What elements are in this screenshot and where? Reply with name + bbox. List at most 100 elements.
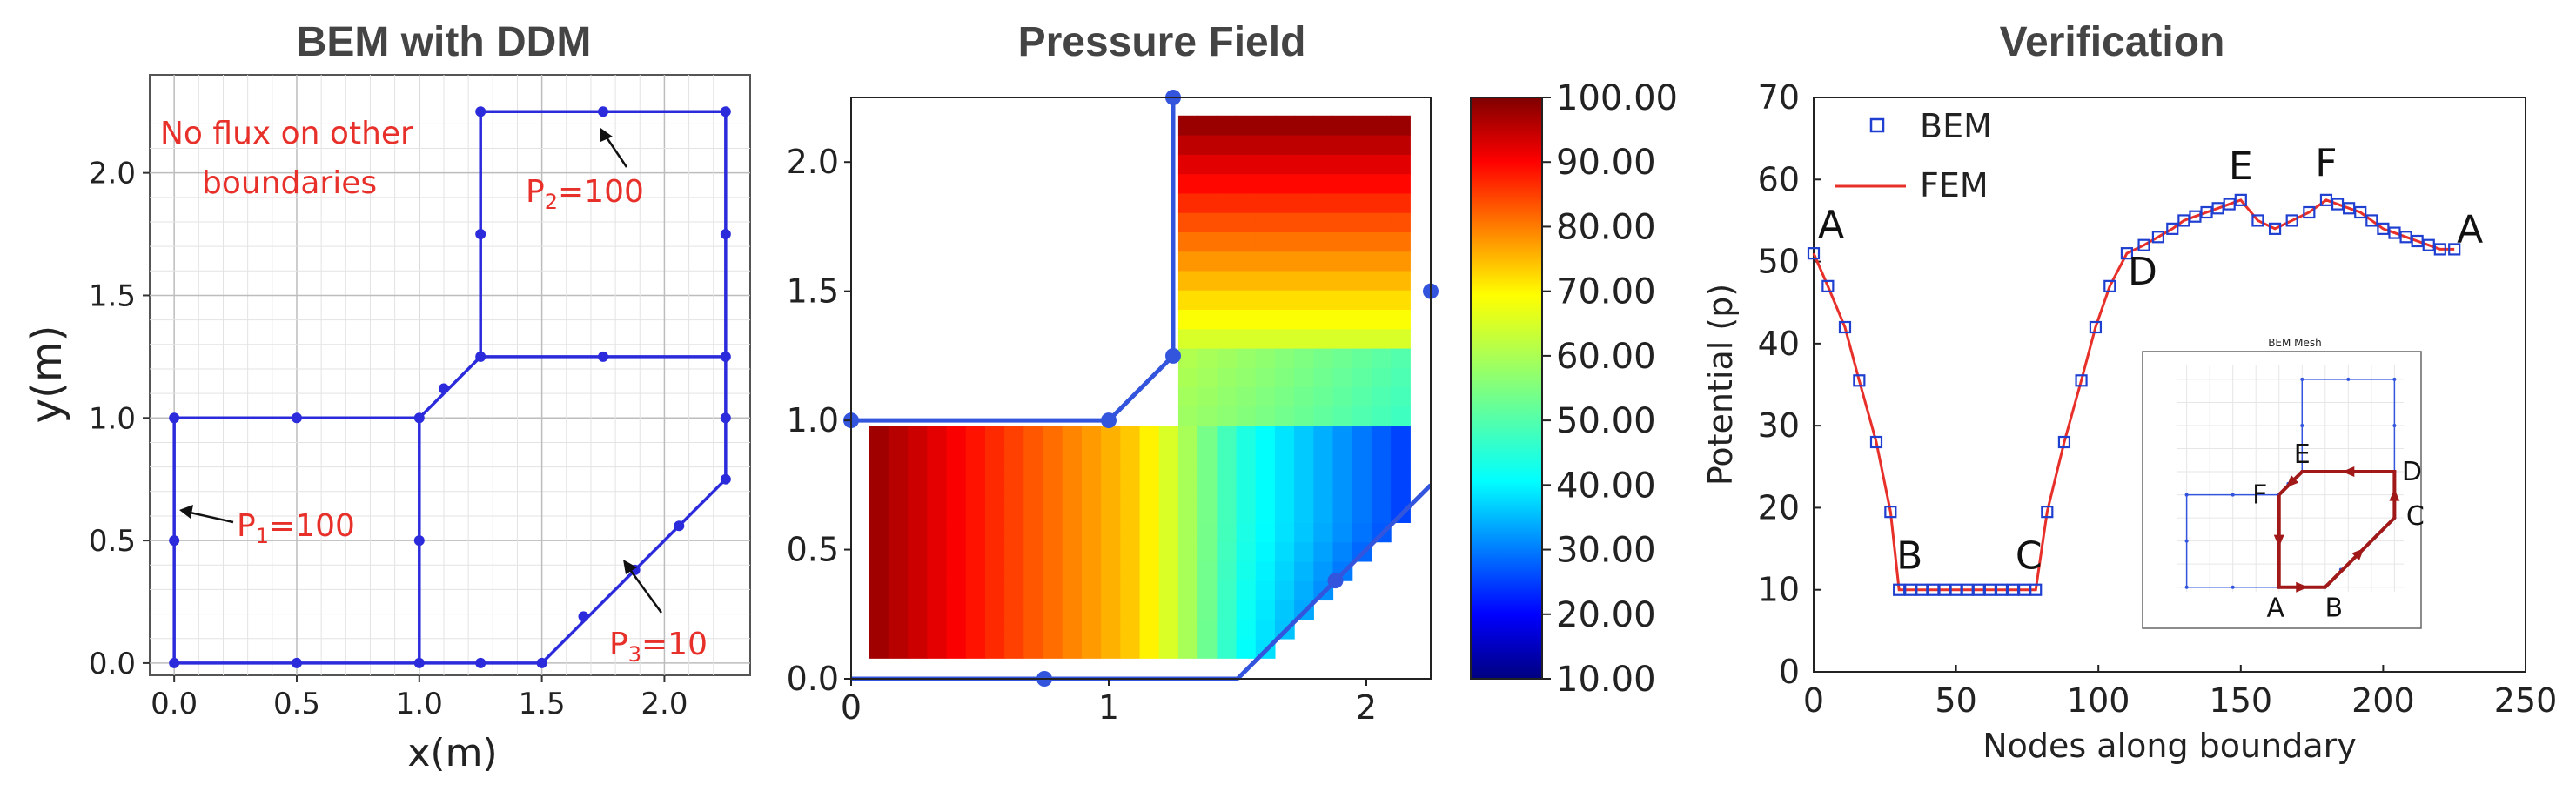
heatmap-cell [1236, 619, 1257, 640]
heatmap-cell [1313, 541, 1334, 562]
heatmap-cell [1391, 464, 1411, 485]
heatmap-cell [1023, 522, 1044, 543]
heatmap-cell [1294, 367, 1314, 388]
heatmap-cell [1313, 483, 1334, 504]
heatmap-cell [1043, 483, 1063, 504]
bem-point [2120, 247, 2134, 260]
bem-point [1821, 279, 1835, 292]
heatmap-cell [965, 638, 986, 659]
heatmap-cell [1197, 135, 1218, 155]
heatmap-cell [1158, 541, 1179, 562]
heatmap-cell [1062, 445, 1083, 466]
heatmap-cell [1274, 503, 1295, 523]
heatmap-cell [1197, 406, 1218, 426]
x-tick-label: 1.5 [519, 687, 566, 721]
heatmap-cell [1332, 328, 1353, 349]
heatmap-cell [1197, 619, 1218, 640]
heatmap-cell [946, 503, 967, 523]
heatmap-cell [1217, 367, 1238, 388]
heatmap-cell [1352, 192, 1372, 213]
heatmap-cell [1236, 580, 1257, 601]
heatmap-cell [1197, 328, 1218, 349]
heatmap-cell [1274, 309, 1295, 330]
heatmap-cell [1101, 426, 1121, 446]
heatmap-cell [984, 426, 1005, 446]
heatmap-cell [1236, 328, 1257, 349]
heatmap-cell [1062, 600, 1083, 620]
heatmap-cell [1236, 522, 1257, 543]
point-label: E [2229, 144, 2253, 189]
x-tick-label: 0 [1803, 681, 1824, 720]
heatmap-cell [1255, 328, 1276, 349]
heatmap-cell [965, 541, 986, 562]
heatmap-cell [1294, 445, 1314, 466]
heatmap-cell [1004, 600, 1024, 620]
heatmap-cell [1294, 135, 1314, 155]
heatmap-cell [869, 522, 889, 543]
heatmap-cell [1236, 173, 1257, 194]
verification-x-axis-label: Nodes along boundary [1982, 727, 2357, 765]
heatmap-cell [1371, 154, 1392, 175]
heatmap-cell [1332, 541, 1353, 562]
heatmap-cell [1101, 445, 1121, 466]
heatmap-cell [1274, 328, 1295, 349]
y-tick-label: 30 [1758, 406, 1800, 445]
heatmap-cell [1043, 426, 1063, 446]
verification-panel: Verification 0 50 100 150 200 250 0 10 20 30 40 50… [1701, 19, 2557, 765]
p1-arrowhead [179, 505, 193, 519]
heatmap-cell [1158, 426, 1179, 446]
heatmap-cell [1352, 231, 1372, 252]
heatmap-cell [1158, 619, 1179, 640]
heatmap-cell [1255, 580, 1276, 601]
heatmap-cell [1255, 522, 1276, 543]
heatmap-cell [1313, 115, 1334, 136]
legend: BEM FEM [1835, 107, 1992, 205]
heatmap-cell [1217, 600, 1238, 620]
heatmap-cell [1197, 464, 1218, 485]
heatmap-cell [1332, 309, 1353, 330]
heatmap-cell [1255, 406, 1276, 426]
inset-node [2231, 493, 2235, 497]
heatmap-cell [927, 483, 948, 504]
heatmap-cell [1217, 115, 1238, 136]
pressure-heatmap-cells [869, 115, 1411, 659]
heatmap-cell [1236, 445, 1257, 466]
p3-arrow [627, 567, 663, 614]
heatmap-cell [1236, 367, 1257, 388]
heatmap-cell [1217, 309, 1238, 330]
heatmap-cell [908, 600, 928, 620]
heatmap-cell [1101, 580, 1121, 601]
y-tick-label: 10 [1758, 571, 1800, 609]
heatmap-cell [888, 600, 909, 620]
heatmap-cell [1332, 212, 1353, 232]
heatmap-cell [1236, 464, 1257, 485]
heatmap-cell [927, 445, 948, 466]
y-tick-label: 0 [1779, 653, 1800, 691]
heatmap-cell [1274, 115, 1295, 136]
heatmap-cell [965, 464, 986, 485]
heatmap-cell [1236, 231, 1257, 252]
ddm-plot-frame [149, 74, 751, 676]
heatmap-cell [1177, 522, 1198, 543]
legend-bem-marker [1869, 117, 1885, 133]
heatmap-cell [1255, 347, 1276, 368]
bem-point [2166, 222, 2179, 235]
boundary-node [291, 657, 302, 668]
heatmap-cell [1313, 309, 1334, 330]
heatmap-cell [1294, 503, 1314, 523]
inset-node [2392, 423, 2397, 427]
y-tick-label: 0.5 [787, 531, 839, 569]
heatmap-cell [1274, 560, 1295, 581]
point-label: A [2457, 207, 2483, 251]
inset-arrowhead [2351, 547, 2365, 561]
heatmap-cell [1217, 483, 1238, 504]
heatmap-cell [1274, 406, 1295, 426]
pressure-x-ticks: 0 1 2 [841, 679, 1377, 727]
heatmap-cell [927, 522, 948, 543]
heatmap-cell [1120, 600, 1141, 620]
heatmap-cell [1391, 406, 1411, 426]
heatmap-cell [1391, 483, 1411, 504]
heatmap-cell [1004, 638, 1024, 659]
heatmap-cell [1255, 192, 1276, 213]
